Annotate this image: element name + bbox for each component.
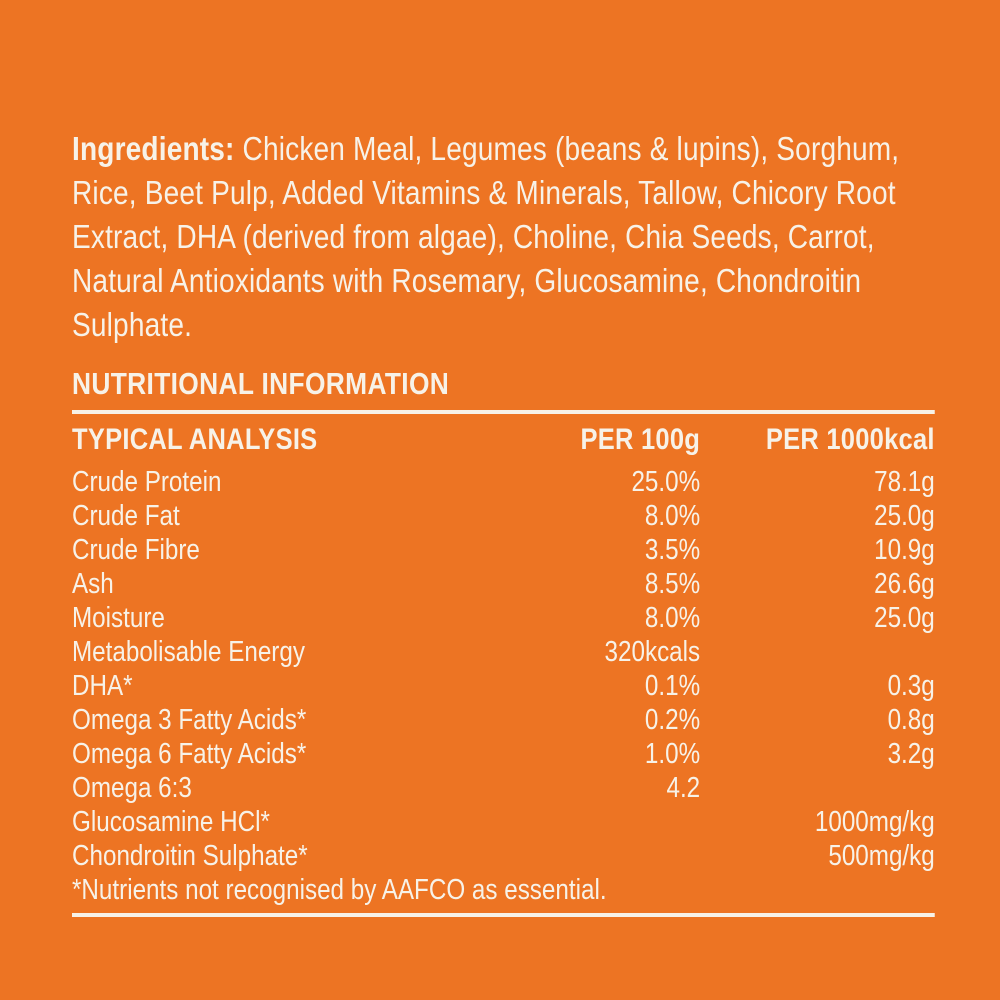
table-row: Crude Fibre 3.5% 10.9g — [72, 533, 935, 567]
value-per-1000kcal: 0.8g — [887, 704, 935, 736]
value-per-100g: 8.0% — [644, 602, 701, 634]
value-per-100g: 4.2 — [666, 772, 701, 804]
nutrient-name: Omega 6:3 — [72, 772, 192, 804]
table-row: Metabolisable Energy 320kcals — [72, 635, 935, 669]
nutrient-name: Moisture — [72, 602, 165, 634]
value-per-100g: 320kcals — [604, 636, 701, 668]
table-header-row: TYPICAL ANALYSIS PER 100g PER 1000kcal — [72, 414, 935, 457]
column-header-per-100g: PER 100g — [580, 423, 701, 456]
table-row: Chondroitin Sulphate* 500mg/kg — [72, 839, 935, 873]
value-per-1000kcal: 25.0g — [874, 602, 935, 634]
value-per-100g: 1.0% — [644, 738, 701, 770]
table-row: Omega 3 Fatty Acids* 0.2% 0.8g — [72, 703, 935, 737]
column-header-per-1000kcal: PER 1000kcal — [765, 423, 935, 456]
value-per-100g — [513, 839, 700, 873]
value-per-100g: 0.1% — [644, 670, 701, 702]
section-title: NUTRITIONAL INFORMATION — [72, 366, 450, 401]
table-row: Omega 6 Fatty Acids* 1.0% 3.2g — [72, 737, 935, 771]
value-per-1000kcal: 0.3g — [887, 670, 935, 702]
value-per-1000kcal: 26.6g — [874, 568, 935, 600]
nutrient-name: Chondroitin Sulphate* — [72, 840, 308, 872]
nutrition-panel: NUTRITIONAL INFORMATION TYPICAL ANALYSIS… — [72, 366, 935, 917]
value-per-1000kcal: 500mg/kg — [828, 840, 935, 872]
nutrient-name: Glucosamine HCl* — [72, 806, 270, 838]
table-row: Crude Protein 25.0% 78.1g — [72, 465, 935, 499]
ingredients-text: Chicken Meal, Legumes (beans & lupins), … — [72, 130, 900, 343]
value-per-100g: 3.5% — [644, 534, 701, 566]
table-row: Omega 6:3 4.2 — [72, 771, 935, 805]
table-row: Glucosamine HCl* 1000mg/kg — [72, 805, 935, 839]
value-per-100g: 25.0% — [631, 466, 701, 498]
value-per-1000kcal: 3.2g — [887, 738, 935, 770]
value-per-1000kcal: 1000mg/kg — [814, 806, 935, 838]
nutrient-name: Ash — [72, 568, 114, 600]
table-row: Ash 8.5% 26.6g — [72, 567, 935, 601]
aafco-footnote: *Nutrients not recognised by AAFCO as es… — [72, 874, 607, 906]
nutrient-name: Crude Fibre — [72, 534, 200, 566]
ingredients-label: Ingredients: — [72, 130, 235, 167]
value-per-100g: 0.2% — [644, 704, 701, 736]
column-header-analysis: TYPICAL ANALYSIS — [72, 423, 318, 456]
value-per-1000kcal — [700, 635, 935, 669]
value-per-1000kcal: 10.9g — [874, 534, 935, 566]
nutrient-name: Metabolisable Energy — [72, 636, 305, 668]
table-row: DHA* 0.1% 0.3g — [72, 669, 935, 703]
value-per-100g — [513, 805, 700, 839]
analysis-table: Crude Protein 25.0% 78.1g Crude Fat 8.0%… — [72, 465, 935, 873]
value-per-100g: 8.5% — [644, 568, 701, 600]
table-row: Crude Fat 8.0% 25.0g — [72, 499, 935, 533]
nutrient-name: Crude Fat — [72, 500, 180, 532]
nutrient-name: Omega 3 Fatty Acids* — [72, 704, 307, 736]
table-row: Moisture 8.0% 25.0g — [72, 601, 935, 635]
nutrient-name: Crude Protein — [72, 466, 222, 498]
value-per-1000kcal: 25.0g — [874, 500, 935, 532]
header-divider — [72, 410, 935, 414]
value-per-100g: 8.0% — [644, 500, 701, 532]
bottom-divider — [72, 913, 935, 917]
value-per-1000kcal — [700, 771, 935, 805]
nutrient-name: Omega 6 Fatty Acids* — [72, 738, 307, 770]
value-per-1000kcal: 78.1g — [874, 466, 935, 498]
nutrient-name: DHA* — [72, 670, 133, 702]
ingredients-paragraph: Ingredients: Chicken Meal, Legumes (bean… — [72, 127, 935, 347]
